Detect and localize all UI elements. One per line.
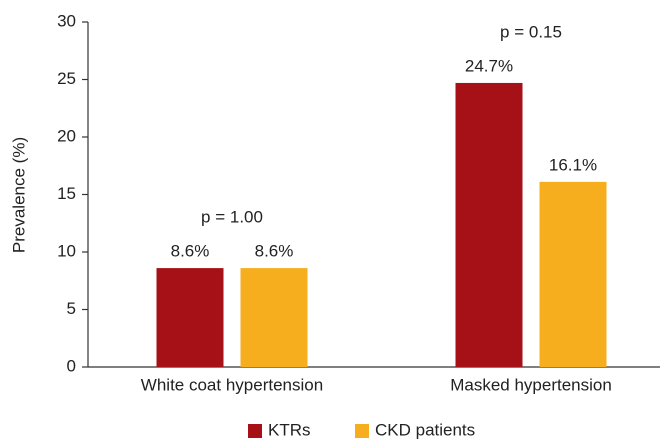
bar	[539, 181, 607, 367]
y-axis-label: Prevalence (%)	[9, 137, 28, 253]
y-tick-label: 30	[57, 11, 76, 30]
legend-label: KTRs	[268, 420, 311, 439]
y-tick-label: 0	[67, 356, 76, 375]
bar	[156, 268, 224, 367]
value-label: 8.6%	[255, 242, 294, 261]
value-label: 16.1%	[549, 155, 597, 174]
legend-swatch	[355, 424, 369, 438]
bar	[455, 82, 523, 367]
legend-label: CKD patients	[375, 420, 475, 439]
legend-swatch	[248, 424, 262, 438]
x-tick-label: White coat hypertension	[141, 375, 323, 394]
p-value: p = 0.15	[500, 22, 562, 41]
value-label: 24.7%	[465, 56, 513, 75]
y-tick-label: 20	[57, 126, 76, 145]
y-tick-label: 25	[57, 69, 76, 88]
y-tick-label: 5	[67, 299, 76, 318]
x-tick-label: Masked hypertension	[450, 375, 612, 394]
p-value: p = 1.00	[201, 208, 263, 227]
y-tick-label: 10	[57, 241, 76, 260]
bar	[240, 268, 308, 367]
value-label: 8.6%	[171, 242, 210, 261]
y-tick-label: 15	[57, 184, 76, 203]
